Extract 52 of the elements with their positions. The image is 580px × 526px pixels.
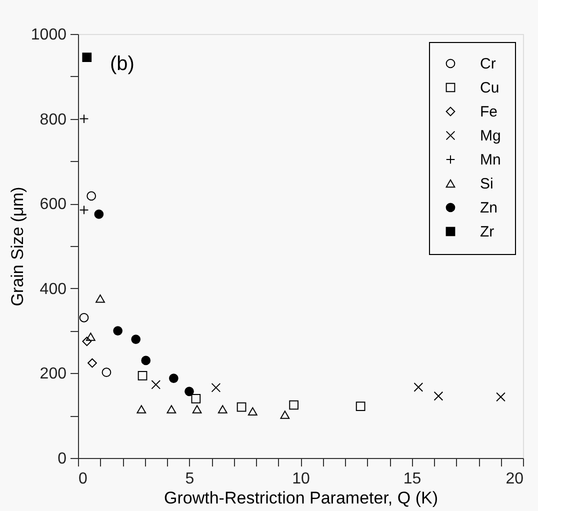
point bbox=[218, 405, 228, 414]
point bbox=[82, 336, 92, 346]
legend-label: Mg bbox=[480, 128, 501, 144]
point bbox=[131, 334, 141, 344]
point bbox=[113, 326, 123, 336]
x-axis-title: Growth-Restriction Parameter, Q (K) bbox=[164, 488, 438, 508]
x-tick-label: 5 bbox=[185, 470, 194, 488]
point bbox=[211, 382, 221, 392]
legend-label: Cr bbox=[480, 56, 496, 72]
point bbox=[88, 358, 97, 368]
legend-label: Zr bbox=[480, 224, 494, 240]
point bbox=[236, 402, 246, 412]
legend-label: Si bbox=[480, 176, 494, 192]
x-tick-label: 15 bbox=[403, 470, 422, 488]
point bbox=[192, 405, 202, 414]
point bbox=[82, 52, 92, 62]
y-tick-label: 200 bbox=[40, 366, 67, 383]
x-tick-label: 10 bbox=[292, 470, 310, 488]
legend-label: Fe bbox=[480, 104, 498, 120]
point bbox=[79, 312, 89, 322]
point bbox=[289, 400, 299, 410]
point bbox=[166, 405, 176, 414]
point bbox=[96, 294, 105, 303]
point bbox=[248, 407, 258, 416]
y-tick-label: 1000 bbox=[30, 26, 67, 44]
y-tick-label: 800 bbox=[40, 111, 67, 128]
y-tick-label: 400 bbox=[40, 280, 67, 298]
point bbox=[138, 371, 148, 380]
point bbox=[102, 368, 112, 378]
x-tick-label: 20 bbox=[506, 470, 524, 488]
legend-label: Cu bbox=[480, 80, 500, 96]
x-tick-label: 0 bbox=[78, 470, 88, 488]
point bbox=[356, 402, 366, 411]
point bbox=[86, 191, 96, 201]
annotation: (b) bbox=[110, 53, 134, 75]
point bbox=[434, 391, 444, 401]
point bbox=[414, 382, 424, 392]
legend-label: Zn bbox=[480, 200, 498, 216]
y-tick-label: 0 bbox=[58, 450, 67, 468]
point bbox=[94, 210, 104, 219]
point bbox=[151, 380, 161, 390]
point bbox=[496, 392, 506, 402]
point bbox=[86, 332, 96, 341]
legend-label: Mn bbox=[480, 152, 501, 168]
point bbox=[280, 410, 290, 419]
point bbox=[184, 386, 194, 396]
point bbox=[168, 374, 178, 383]
point bbox=[141, 356, 151, 366]
y-tick-label: 600 bbox=[40, 196, 67, 214]
point bbox=[136, 405, 146, 414]
point bbox=[191, 394, 201, 404]
y-axis-title: Grain Size (μm) bbox=[8, 186, 27, 306]
